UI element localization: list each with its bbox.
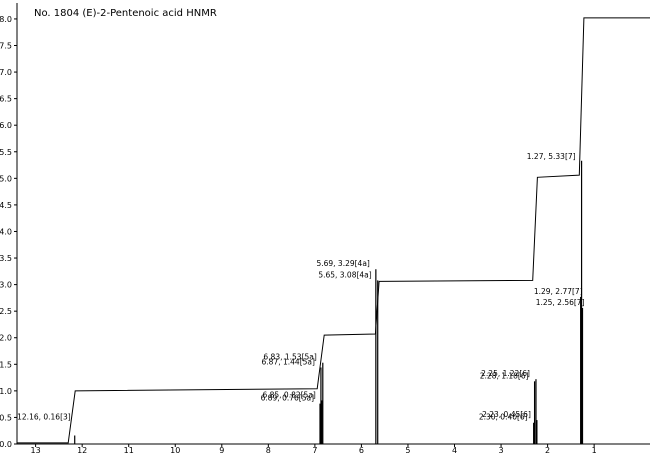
x-tick-label: 9 <box>219 446 224 454</box>
y-tick-label: 4.0 <box>0 227 12 236</box>
x-tick-label: 11 <box>124 446 134 454</box>
x-tick-label: 3 <box>499 446 504 454</box>
y-tick-label: 6.5 <box>0 95 12 104</box>
peak-label: 12.16, 0.16[3] <box>17 412 71 421</box>
y-tick-label: 1.5 <box>0 360 12 369</box>
x-tick-label: 2 <box>545 446 550 454</box>
y-tick-label: 1.0 <box>0 387 12 396</box>
peak-label: 1.25, 2.56[7] <box>536 298 585 307</box>
y-tick-label: 2.0 <box>0 334 12 343</box>
peak-label: 1.29, 2.77[7] <box>534 287 583 296</box>
x-tick-label: 8 <box>266 446 271 454</box>
y-tick-label: 5.0 <box>0 174 12 183</box>
x-tick-label: 6 <box>359 446 364 454</box>
peak-label: 1.27, 5.33[7] <box>527 152 576 161</box>
x-tick-label: 13 <box>31 446 41 454</box>
peak-label: 2.25, 1.22[6] <box>481 369 530 378</box>
x-tick-label: 4 <box>452 446 457 454</box>
peak-lines <box>74 160 584 444</box>
peak-labels: 12.16, 0.16[3] 6.83, 1.53[5a]6.87, 1.44[5… <box>17 152 584 422</box>
peak-label: 6.83, 1.53[5a] <box>263 353 316 362</box>
x-axis-ticks: 13 12 11 10 9 8 7 6 5 4 3 2 1 <box>31 444 597 454</box>
y-tick-label: 3.0 <box>0 281 12 290</box>
x-tick-label: 1 <box>592 446 597 454</box>
peak-label: 5.65, 3.08[4a] <box>318 270 371 279</box>
chart-title: No. 1804 (E)-2-Pentenoic acid HNMR <box>34 8 217 19</box>
x-tick-label: 5 <box>405 446 410 454</box>
y-tick-label: 7.0 <box>0 68 12 77</box>
y-tick-label: 2.5 <box>0 307 12 316</box>
x-tick-label: 12 <box>77 446 87 454</box>
y-tick-label: 3.5 <box>0 254 12 263</box>
y-tick-label: 8.0 <box>0 15 12 24</box>
y-tick-label: 6.0 <box>0 121 12 130</box>
y-axis-ticks: 0.0 0.5 1.0 1.5 2.0 2.5 3.0 3.5 4.0 4.5 5.0 5.5 6.0 6… <box>0 15 17 449</box>
peak-label: 6.87, 1.44[5a] <box>262 357 315 366</box>
y-tick-label: 0.5 <box>0 413 12 422</box>
integral-curve <box>17 17 650 444</box>
peak-label: 2.28, 1.18[6] <box>480 371 529 380</box>
peak-label: 2.23, 0.45[6] <box>482 410 531 419</box>
x-tick-label: 10 <box>170 446 180 454</box>
peak-label: 5.69, 3.29[4a] <box>316 259 369 268</box>
y-tick-label: 5.5 <box>0 148 12 157</box>
peak-label: 2.30, 0.40[6] <box>479 413 528 422</box>
peak-label: 6.89, 0.76[5a] <box>261 394 314 403</box>
x-tick-label: 7 <box>312 446 317 454</box>
y-tick-label: 4.5 <box>0 201 12 210</box>
y-tick-label: 0.0 <box>0 440 12 449</box>
peak-label: 6.85, 0.82[5a] <box>262 390 315 399</box>
y-tick-label: 7.5 <box>0 42 12 51</box>
